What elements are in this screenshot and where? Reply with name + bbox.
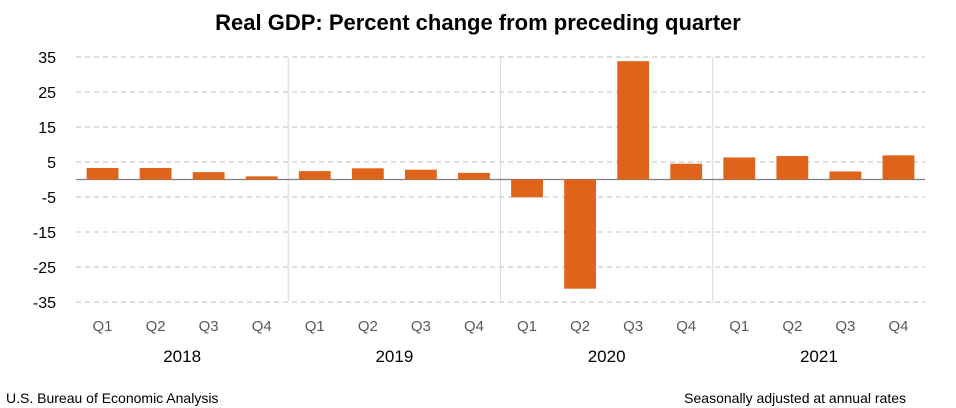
y-tick-label: -5: [42, 190, 56, 207]
y-tick-label: 35: [38, 50, 56, 67]
x-tick-label: Q4: [464, 318, 484, 335]
year-label: 2021: [800, 347, 838, 366]
bar-2020-q3: [617, 61, 650, 180]
x-tick-label: Q1: [729, 318, 749, 335]
x-tick-label: Q1: [305, 318, 325, 335]
x-tick-label: Q4: [676, 318, 696, 335]
x-axis: Q1 Q2 Q3 Q4 Q1 Q2 Q3 Q4 Q1 Q2 Q3 Q4 Q1 Q2 Q3 Q4: [93, 318, 909, 335]
bar-2020-q1: [511, 179, 543, 198]
bar-2020-q2: [564, 179, 597, 289]
x-tick-label: Q3: [623, 318, 643, 335]
bar-2018-q4: [245, 176, 278, 180]
x-tick-label: Q3: [411, 318, 431, 335]
source-label: U.S. Bureau of Economic Analysis: [6, 390, 218, 406]
bar-2018-q1: [86, 167, 119, 180]
bar-2019-q4: [458, 172, 490, 180]
bar-2020-q4: [670, 163, 703, 180]
bar-2021-q1: [723, 157, 756, 180]
y-tick-label: -15: [33, 225, 56, 242]
x-tick-label: Q2: [782, 318, 802, 335]
bar-2021-q4: [882, 155, 915, 180]
x-tick-label: Q2: [570, 318, 590, 335]
y-tick-label: 25: [38, 85, 56, 102]
year-label: 2020: [588, 347, 626, 366]
bar-2019-q2: [351, 168, 384, 180]
bar-2021-q3: [829, 171, 862, 180]
y-axis: 35 25 15 5 -5 -15 -25 -35: [33, 50, 56, 312]
bar-2021-q2: [776, 156, 809, 180]
year-labels: 2018 2019 2020 2021: [163, 347, 838, 366]
x-tick-label: Q1: [93, 318, 113, 335]
x-tick-label: Q1: [517, 318, 537, 335]
year-label: 2019: [375, 347, 413, 366]
gridlines: [76, 56, 925, 303]
x-tick-label: Q3: [199, 318, 219, 335]
bar-2018-q3: [192, 172, 225, 180]
bar-2018-q2: [139, 167, 172, 180]
y-tick-label: 15: [38, 120, 56, 137]
y-tick-label: 5: [47, 155, 56, 172]
x-tick-label: Q3: [835, 318, 855, 335]
seasonal-note: Seasonally adjusted at annual rates: [684, 390, 906, 406]
y-tick-label: -25: [33, 260, 56, 277]
x-tick-label: Q4: [252, 318, 272, 335]
x-tick-label: Q4: [888, 318, 908, 335]
year-label: 2018: [163, 347, 201, 366]
bars: [86, 61, 915, 289]
x-tick-label: Q2: [358, 318, 378, 335]
x-tick-label: Q2: [146, 318, 166, 335]
bar-2019-q1: [298, 171, 331, 180]
y-tick-label: -35: [33, 295, 56, 312]
bar-2019-q3: [404, 169, 437, 180]
chart-title: Real GDP: Percent change from preceding …: [215, 10, 741, 35]
